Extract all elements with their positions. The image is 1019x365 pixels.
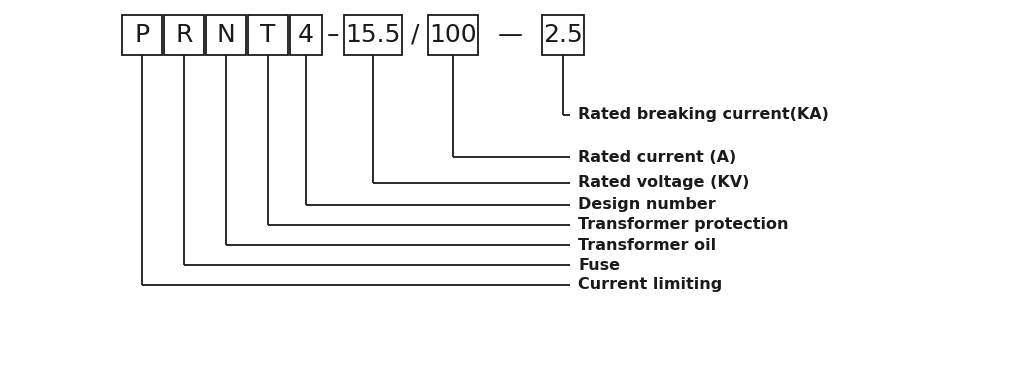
Text: 100: 100 [429, 23, 477, 47]
Text: 4: 4 [298, 23, 314, 47]
Text: P: P [135, 23, 150, 47]
Text: R: R [175, 23, 193, 47]
Text: Rated current (A): Rated current (A) [578, 150, 737, 165]
Text: —: — [482, 23, 538, 47]
Text: Rated voltage (KV): Rated voltage (KV) [578, 176, 749, 191]
Text: N: N [217, 23, 235, 47]
FancyBboxPatch shape [344, 15, 403, 55]
Text: Transformer oil: Transformer oil [578, 238, 716, 253]
FancyBboxPatch shape [290, 15, 322, 55]
Text: Design number: Design number [578, 197, 715, 212]
Text: Current limiting: Current limiting [578, 277, 722, 292]
FancyBboxPatch shape [122, 15, 162, 55]
Text: T: T [260, 23, 276, 47]
Text: 15.5: 15.5 [345, 23, 400, 47]
Text: 2.5: 2.5 [543, 23, 583, 47]
FancyBboxPatch shape [206, 15, 246, 55]
FancyBboxPatch shape [248, 15, 288, 55]
FancyBboxPatch shape [428, 15, 478, 55]
Text: Rated breaking current(KA): Rated breaking current(KA) [578, 108, 828, 123]
Text: –: – [327, 23, 339, 47]
Text: Fuse: Fuse [578, 257, 620, 273]
Text: Transformer protection: Transformer protection [578, 218, 789, 233]
FancyBboxPatch shape [542, 15, 584, 55]
Text: /: / [411, 23, 419, 47]
FancyBboxPatch shape [164, 15, 204, 55]
